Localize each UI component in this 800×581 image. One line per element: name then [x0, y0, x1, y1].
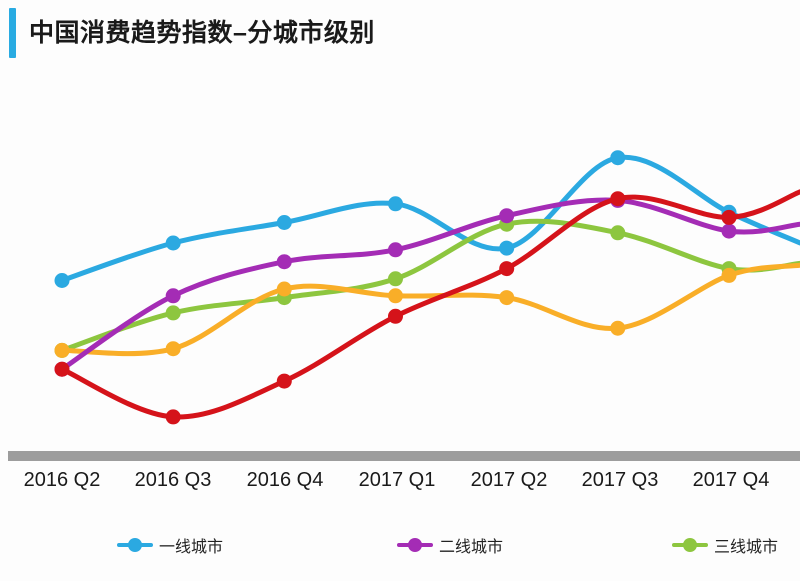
- legend-label: 一线城市: [159, 539, 224, 556]
- legend-marker-tier3: [672, 538, 708, 552]
- dot-series-orange: [499, 290, 515, 306]
- dot-series-red: [499, 261, 515, 277]
- dot-tier1: [276, 215, 292, 230]
- title-accent-bar: [9, 8, 16, 58]
- dot-series-orange: [54, 342, 70, 358]
- dot-tier3: [610, 225, 626, 241]
- dot-series-red: [165, 409, 181, 425]
- dot-series-orange: [721, 267, 737, 283]
- x-axis-label: 2017 Q4: [692, 469, 770, 491]
- legend-marker-tier2: [397, 538, 433, 552]
- dot-tier2: [388, 242, 403, 258]
- dot-tier2: [276, 254, 292, 270]
- dot-series-orange: [276, 281, 292, 297]
- legend-dot-icon: [408, 538, 422, 552]
- legend-label: 三线城市: [714, 539, 779, 556]
- dot-series-orange: [388, 288, 403, 304]
- legend-label: 二线城市: [439, 539, 504, 556]
- x-axis-label: 2016 Q2: [23, 469, 101, 491]
- dot-series-red: [610, 191, 626, 207]
- x-axis-label: 2016 Q4: [246, 469, 324, 491]
- dot-tier2: [499, 208, 515, 224]
- legend-dot-icon: [128, 538, 142, 552]
- x-axis-label: 2017 Q3: [581, 469, 659, 491]
- dot-tier2: [165, 288, 181, 304]
- line-tier3: [59, 218, 800, 353]
- x-axis-label: 2016 Q3: [134, 469, 212, 491]
- dot-tier1: [610, 150, 626, 166]
- dot-series-orange: [610, 320, 626, 336]
- dot-tier3: [388, 271, 403, 287]
- page-title: 中国消费趋势指数–分城市级别: [29, 18, 375, 47]
- legend-dot-icon: [683, 538, 697, 552]
- dot-tier2: [721, 223, 737, 239]
- dot-series-red: [54, 361, 70, 377]
- dot-tier1: [499, 240, 515, 256]
- legend-item-tier2: 二线城市: [397, 536, 504, 556]
- dot-series-red: [721, 209, 737, 225]
- legend-marker-tier1: [117, 538, 153, 552]
- legend-item-tier3: 三线城市: [672, 536, 779, 556]
- x-axis-label: 2017 Q2: [470, 469, 548, 491]
- title-block: 中国消费趋势指数–分城市级别: [9, 8, 375, 58]
- dot-series-red: [276, 373, 292, 389]
- dot-tier3: [165, 305, 181, 321]
- x-axis-label: 2017 Q1: [358, 469, 436, 491]
- dot-series-orange: [165, 341, 181, 357]
- x-axis-bar: [8, 451, 800, 461]
- dot-series-red: [388, 308, 403, 324]
- dot-tier1: [165, 235, 181, 251]
- legend-item-tier1: 一线城市: [117, 536, 224, 556]
- dot-tier1: [388, 196, 403, 212]
- dot-tier1: [54, 273, 70, 288]
- line-series-red: [59, 189, 800, 420]
